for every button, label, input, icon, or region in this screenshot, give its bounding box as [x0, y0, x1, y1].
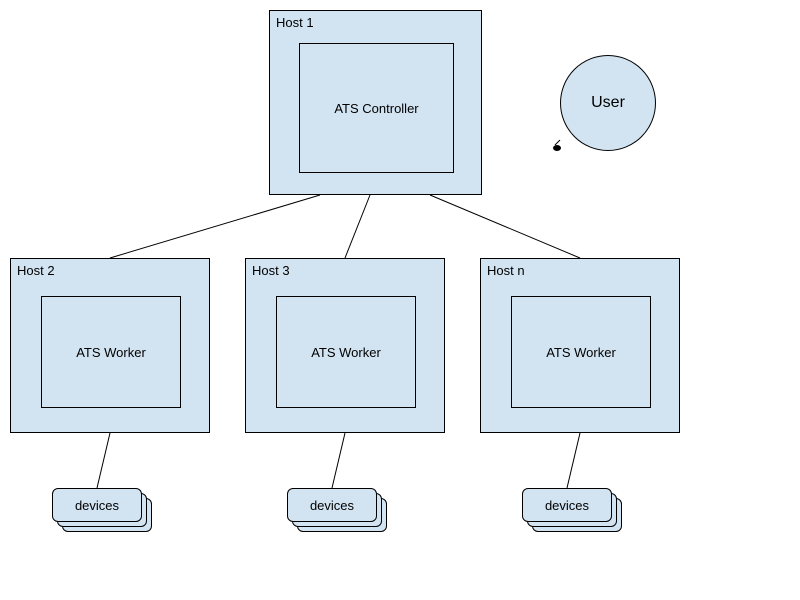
device-stack-bottom0: devices: [52, 488, 152, 532]
inner-box-bottom2: ATS Worker: [511, 296, 651, 408]
device-label-bottom2: devices: [523, 489, 611, 521]
device-card-bottom2-0: devices: [522, 488, 612, 522]
host-label-bottom1: Host 3: [252, 263, 290, 278]
device-label-bottom0: devices: [53, 489, 141, 521]
edge-line: [345, 195, 370, 258]
inner-label-bottom2: ATS Worker: [546, 345, 616, 360]
inner-label-bottom0: ATS Worker: [76, 345, 146, 360]
inner-box-bottom1: ATS Worker: [276, 296, 416, 408]
host-box-host1: Host 1 ATS Controller: [269, 10, 482, 195]
user-connector-line: [555, 140, 560, 145]
inner-label-bottom1: ATS Worker: [311, 345, 381, 360]
inner-box-bottom0: ATS Worker: [41, 296, 181, 408]
edge-line: [110, 195, 320, 258]
user-label: User: [591, 94, 625, 112]
edge-line: [97, 433, 110, 488]
host-box-bottom0: Host 2 ATS Worker: [10, 258, 210, 433]
host-box-bottom2: Host n ATS Worker: [480, 258, 680, 433]
edge-line: [332, 433, 345, 488]
edge-line: [567, 433, 580, 488]
device-label-bottom1: devices: [288, 489, 376, 521]
host-label-bottom0: Host 2: [17, 263, 55, 278]
host-label-host1: Host 1: [276, 15, 314, 30]
device-stack-bottom2: devices: [522, 488, 622, 532]
device-card-bottom0-0: devices: [52, 488, 142, 522]
inner-box-host1: ATS Controller: [299, 43, 454, 173]
user-connector-dot: [553, 145, 561, 151]
host-box-bottom1: Host 3 ATS Worker: [245, 258, 445, 433]
host-label-bottom2: Host n: [487, 263, 525, 278]
user-circle: User: [560, 55, 656, 151]
device-stack-bottom1: devices: [287, 488, 387, 532]
inner-label-host1: ATS Controller: [334, 101, 418, 116]
device-card-bottom1-0: devices: [287, 488, 377, 522]
edge-line: [430, 195, 580, 258]
